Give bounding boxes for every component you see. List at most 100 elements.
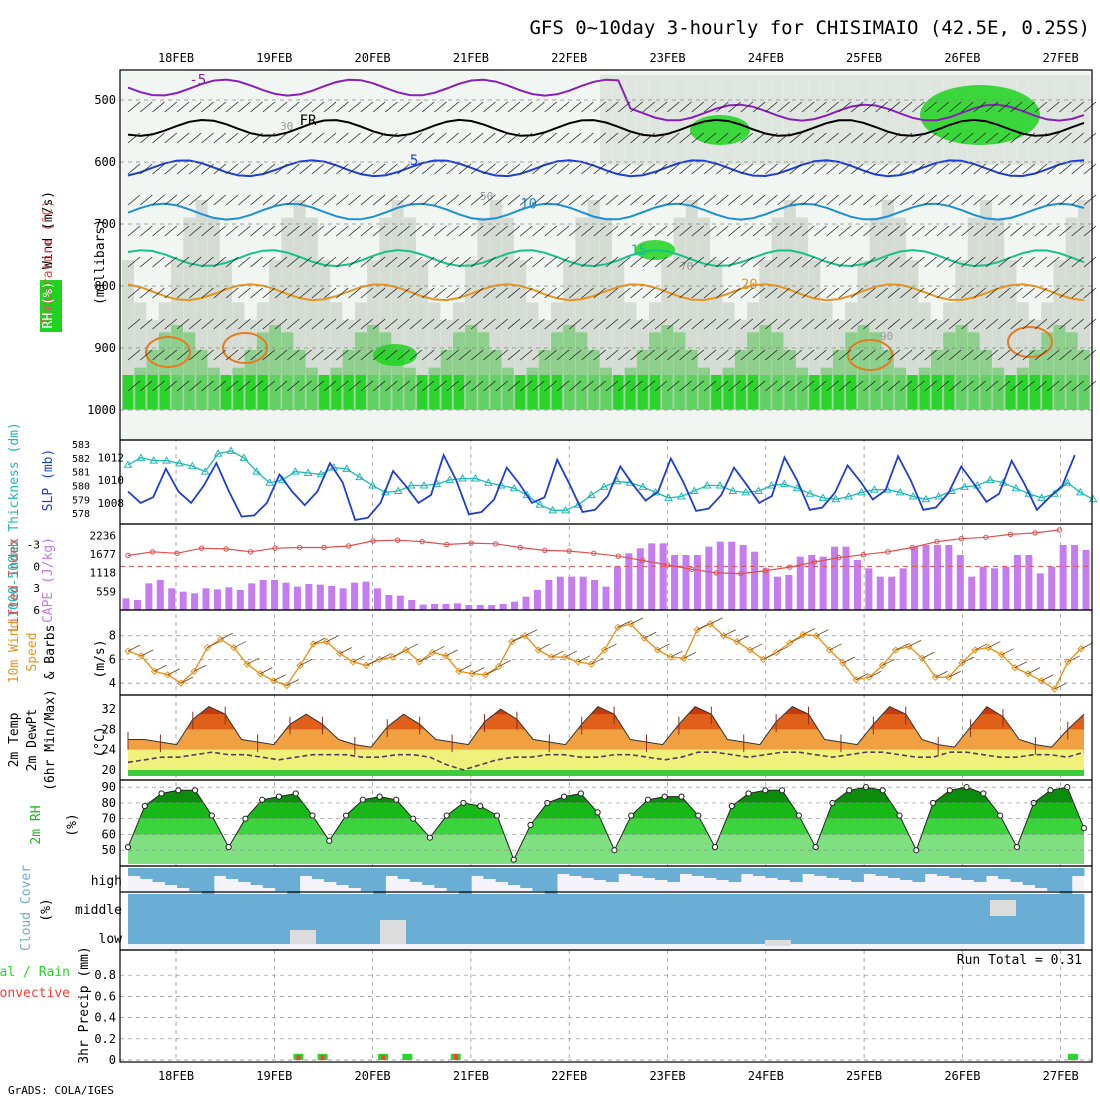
wind-barb — [801, 194, 815, 206]
wind-barb — [703, 132, 717, 144]
wind-barb — [360, 163, 374, 175]
wind-barb — [1022, 225, 1035, 237]
wind-barb — [924, 132, 937, 144]
wind-barb — [801, 256, 815, 268]
wind-barb — [1010, 349, 1023, 361]
rh-point — [812, 843, 819, 851]
wind-barb — [250, 287, 263, 299]
svg-text:(%): (%) — [65, 813, 80, 836]
wind-barb — [691, 101, 705, 113]
rh-shade-bright — [613, 375, 624, 409]
wind-barb — [262, 132, 276, 144]
wind-barb — [446, 318, 459, 330]
wind-barb — [262, 225, 276, 237]
rh-shade-upper — [906, 75, 919, 165]
wind-barb — [740, 163, 754, 175]
wind-barb — [777, 163, 790, 175]
wind-barb-10m — [1041, 674, 1054, 682]
upper-ytick-1000: 1000 — [87, 403, 116, 417]
wind-barb — [470, 318, 484, 330]
wind-barb — [1010, 318, 1023, 330]
li-point — [296, 544, 303, 551]
wind-barb — [679, 287, 692, 299]
rh-shade-bright — [968, 375, 979, 409]
precip-ytick-0.2: 0.2 — [94, 1032, 116, 1046]
cloud-mid-bar — [471, 894, 484, 944]
cloud-mid-bar — [520, 894, 533, 944]
wind-barb — [164, 132, 178, 144]
cloud-high-bar — [495, 868, 509, 882]
rh-shade-grey — [906, 260, 919, 410]
rh-shade-green — [796, 367, 809, 410]
temp-ylabel1: 2m Temp — [7, 712, 22, 767]
wind-barb-10m — [233, 641, 247, 648]
isotherm-label: 5 — [410, 153, 418, 169]
thickness-point — [844, 492, 854, 500]
wind-barb — [127, 163, 141, 175]
rh-shade-bright — [686, 375, 697, 409]
wind-barb — [679, 132, 692, 144]
cape-bar — [373, 588, 381, 610]
wind-barb — [446, 349, 459, 361]
wind-barb-10m — [551, 650, 564, 658]
thickness-point — [1011, 483, 1021, 492]
rh-shade-bright — [588, 375, 599, 409]
wind-barb — [752, 101, 766, 113]
thickness-point — [162, 456, 171, 464]
wind-barb — [287, 101, 300, 113]
wind-barb — [311, 194, 325, 206]
rh-shade-bright — [306, 375, 317, 409]
wind-barb — [299, 225, 312, 237]
li-point — [689, 566, 695, 572]
thickness-point — [908, 492, 918, 500]
rh-shade-upper — [600, 75, 612, 165]
thickness-point — [586, 490, 596, 499]
wind-barb — [716, 380, 729, 392]
rh-shade-grey — [894, 217, 907, 410]
wind-barb-10m — [220, 632, 233, 640]
wind-barb — [850, 380, 864, 392]
wind-barb — [863, 225, 876, 237]
wind-barb — [385, 380, 398, 392]
wind-barb — [336, 163, 349, 175]
wind-barb — [618, 287, 631, 299]
cloud-high-bar — [397, 868, 411, 879]
wind-barb — [703, 349, 717, 361]
wind-barb — [777, 380, 790, 392]
cloud-high-bar — [704, 868, 717, 878]
cape-ytick-1118: 1118 — [90, 567, 117, 580]
cape-bar — [671, 555, 679, 610]
wind-barb — [360, 318, 374, 330]
wind-barb — [679, 194, 692, 206]
wind-barb — [532, 132, 545, 144]
wind-barb — [323, 225, 337, 237]
wind-barb — [1010, 225, 1023, 237]
cape-bar — [1036, 573, 1044, 610]
wind-barb — [519, 101, 533, 113]
wind-barb — [250, 225, 263, 237]
wind-barb — [691, 380, 705, 392]
rh-shade-bright — [208, 375, 219, 409]
wind-barb — [201, 256, 214, 268]
wind-barb-10m — [869, 670, 882, 678]
wind-barb — [1010, 380, 1023, 392]
wind-barb — [985, 194, 999, 206]
cloud-mid-bar — [336, 894, 350, 944]
wind-barb — [875, 256, 888, 268]
wind-barb — [238, 101, 251, 113]
wind-barb — [961, 132, 974, 144]
wind-barb — [299, 132, 312, 144]
wind-barb — [544, 132, 557, 144]
wind-barb — [618, 256, 631, 268]
rh-shade-bright — [319, 375, 330, 409]
wind-barb — [703, 287, 717, 299]
rh-point — [141, 802, 148, 810]
wind-barb-10m — [352, 655, 366, 663]
wind-barb — [348, 256, 361, 268]
li-point — [664, 562, 670, 568]
cloud-high-bar — [556, 868, 570, 874]
wind-barb — [1034, 194, 1048, 206]
cape-bar — [568, 576, 576, 610]
thickness-point — [857, 487, 866, 496]
thickness-point — [1075, 487, 1085, 496]
